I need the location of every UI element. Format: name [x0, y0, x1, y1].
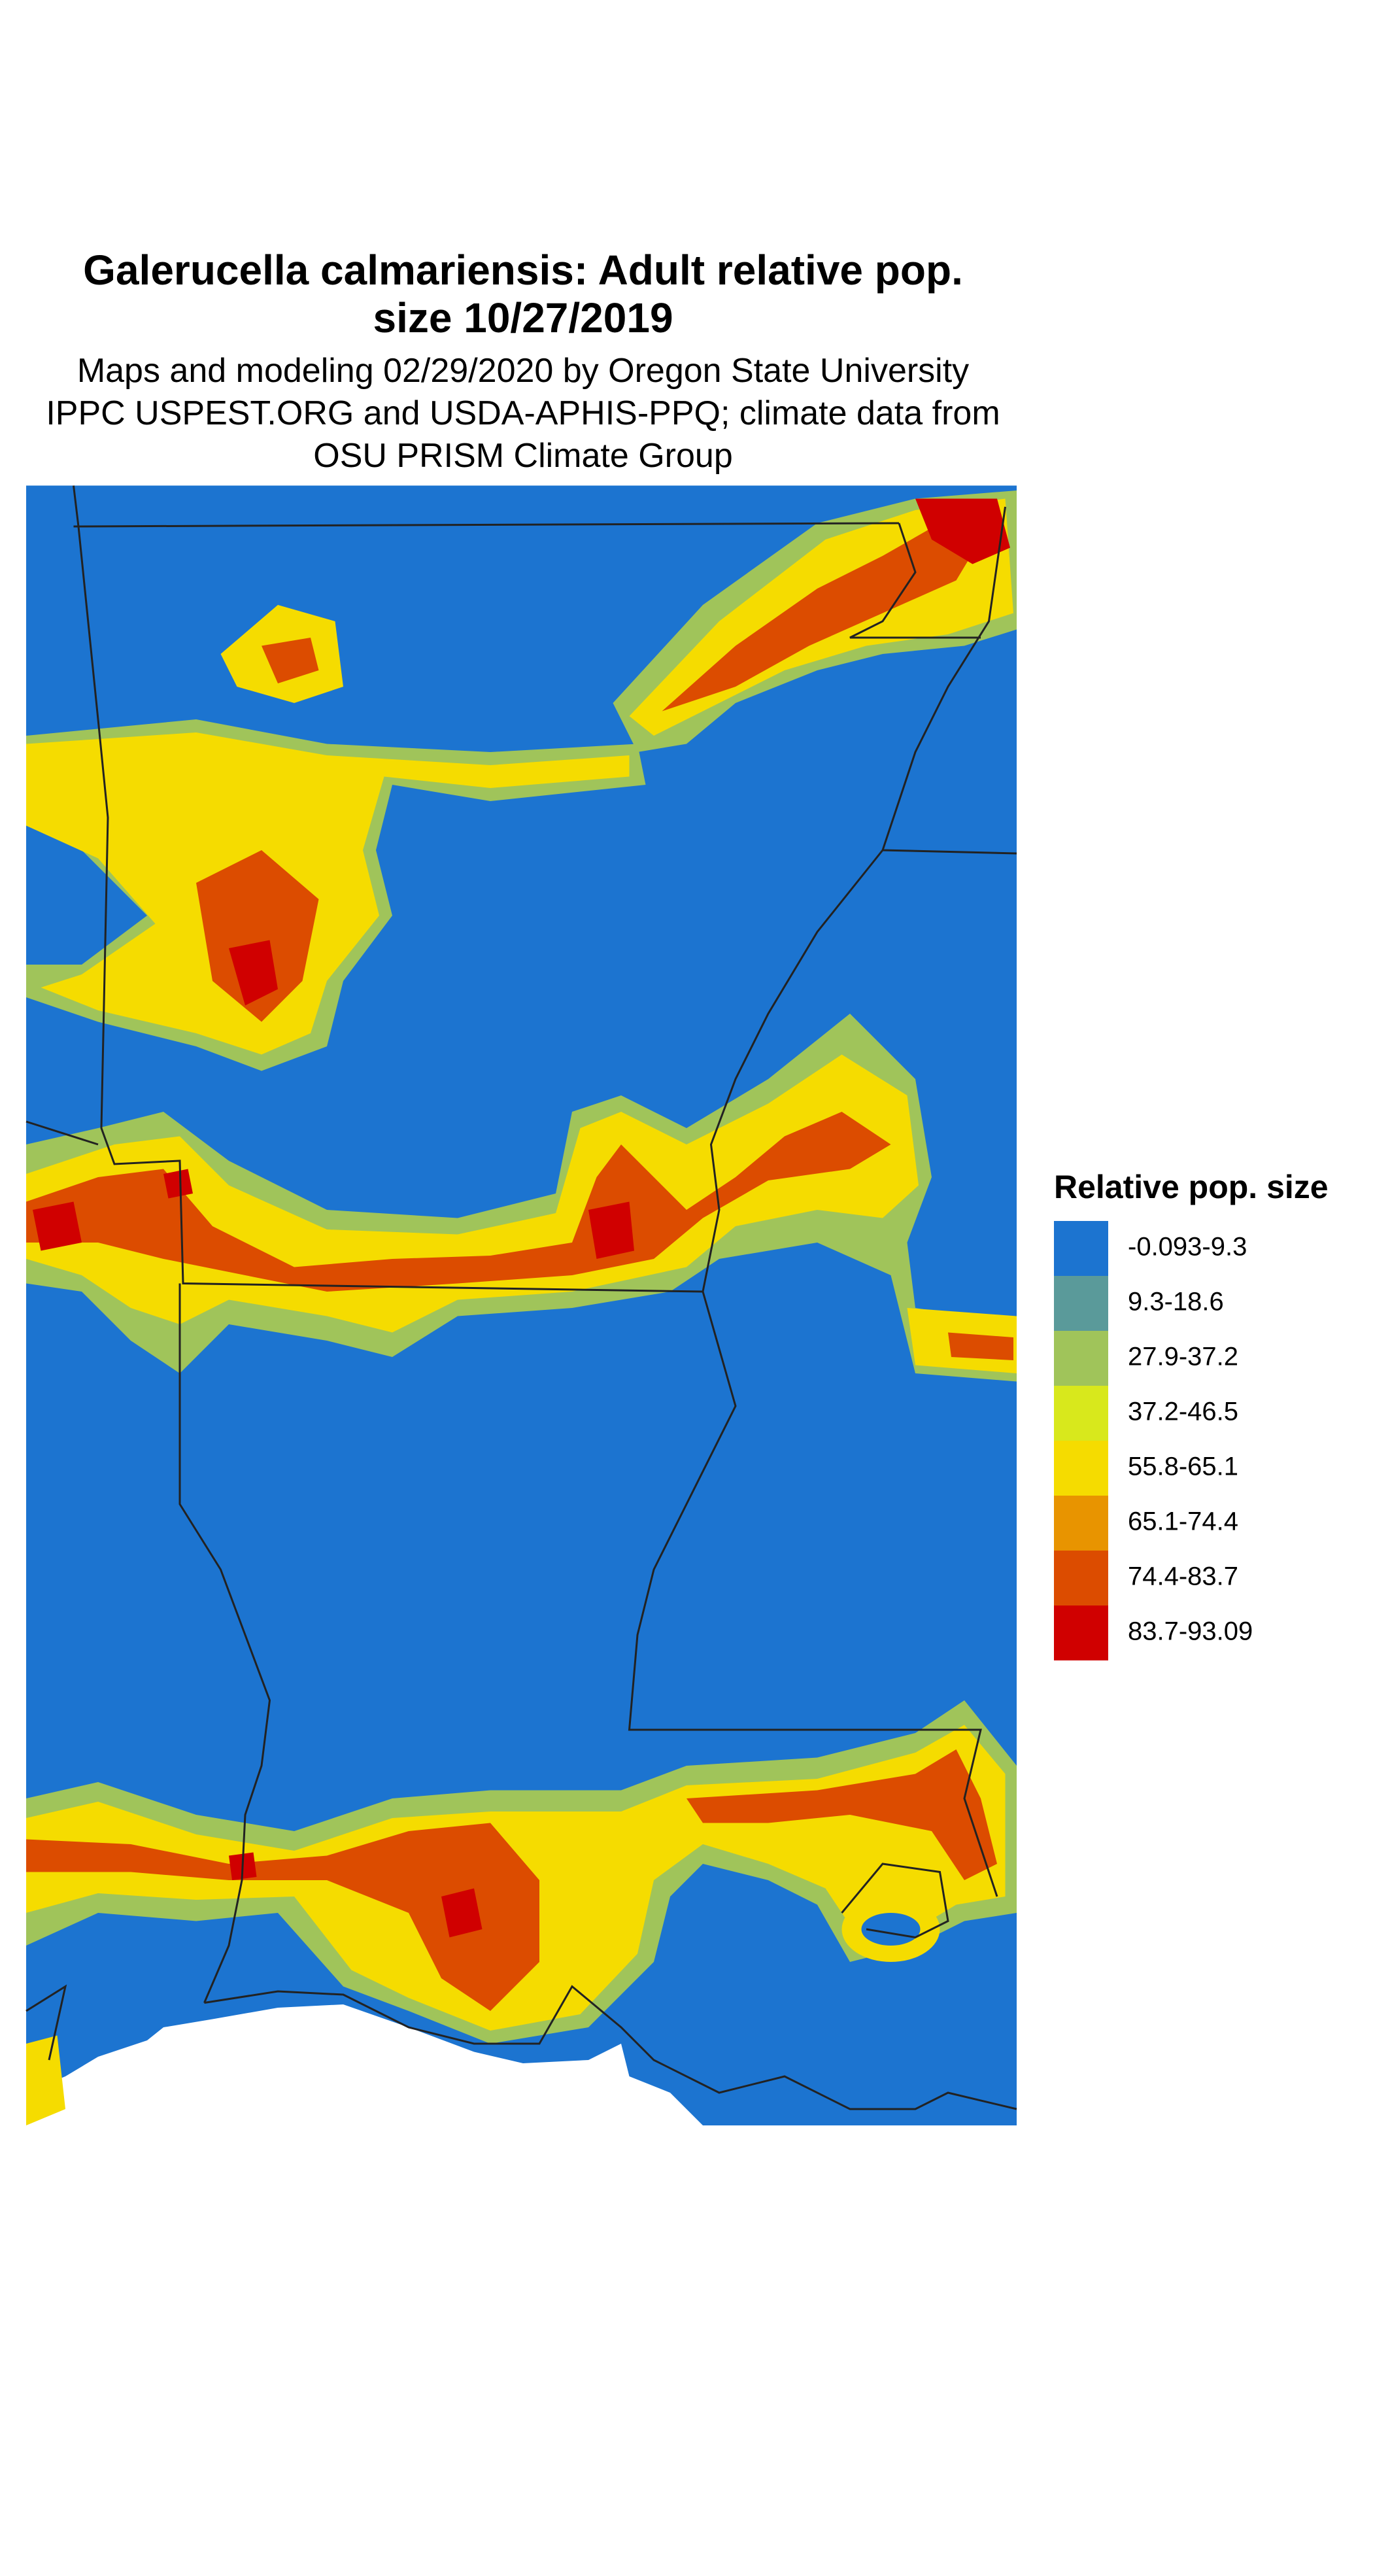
legend-label: 74.4-83.7: [1128, 1562, 1238, 1591]
legend-swatch: [1054, 1221, 1108, 1276]
legend-label: 65.1-74.4: [1128, 1507, 1238, 1536]
subtitle-line: Maps and modeling 02/29/2020 by Oregon S…: [77, 352, 969, 390]
subtitle-line: IPPC USPEST.ORG and USDA-APHIS-PPQ; clim…: [46, 394, 1000, 432]
legend-label: 9.3-18.6: [1128, 1288, 1224, 1316]
legend-label: 83.7-93.09: [1128, 1617, 1253, 1646]
legend-swatch: [1054, 1551, 1108, 1606]
legend: -0.093-9.3 9.3-18.6 27.9-37.2 37.2-46.5 55.8…: [1054, 1221, 1253, 1660]
legend-swatch: [1054, 1606, 1108, 1660]
risk-zone: [26, 1014, 1017, 1382]
legend-swatch: [1054, 1496, 1108, 1551]
legend-label: 27.9-37.2: [1128, 1343, 1238, 1371]
gulf: [163, 2004, 703, 2125]
legend-title: Relative pop. size: [1054, 1169, 1329, 1205]
risk-zone: [26, 1700, 1017, 2125]
legend-label: -0.093-9.3: [1128, 1233, 1247, 1262]
state-borders: [25, 485, 1017, 2110]
map: [25, 485, 1017, 2125]
risk-zone: [613, 490, 1017, 752]
risk-zone: [26, 605, 646, 1071]
legend-swatch: [1054, 1276, 1108, 1331]
title-line: size 10/27/2019: [373, 294, 673, 341]
subtitle-line: OSU PRISM Climate Group: [313, 437, 733, 475]
legend-swatch: [1054, 1386, 1108, 1441]
legend-label: 55.8-65.1: [1128, 1452, 1238, 1481]
legend-label: 37.2-46.5: [1128, 1398, 1238, 1426]
title-line: Galerucella calmariensis: Adult relative…: [83, 247, 963, 294]
legend-swatch: [1054, 1441, 1108, 1496]
legend-swatch: [1054, 1331, 1108, 1386]
